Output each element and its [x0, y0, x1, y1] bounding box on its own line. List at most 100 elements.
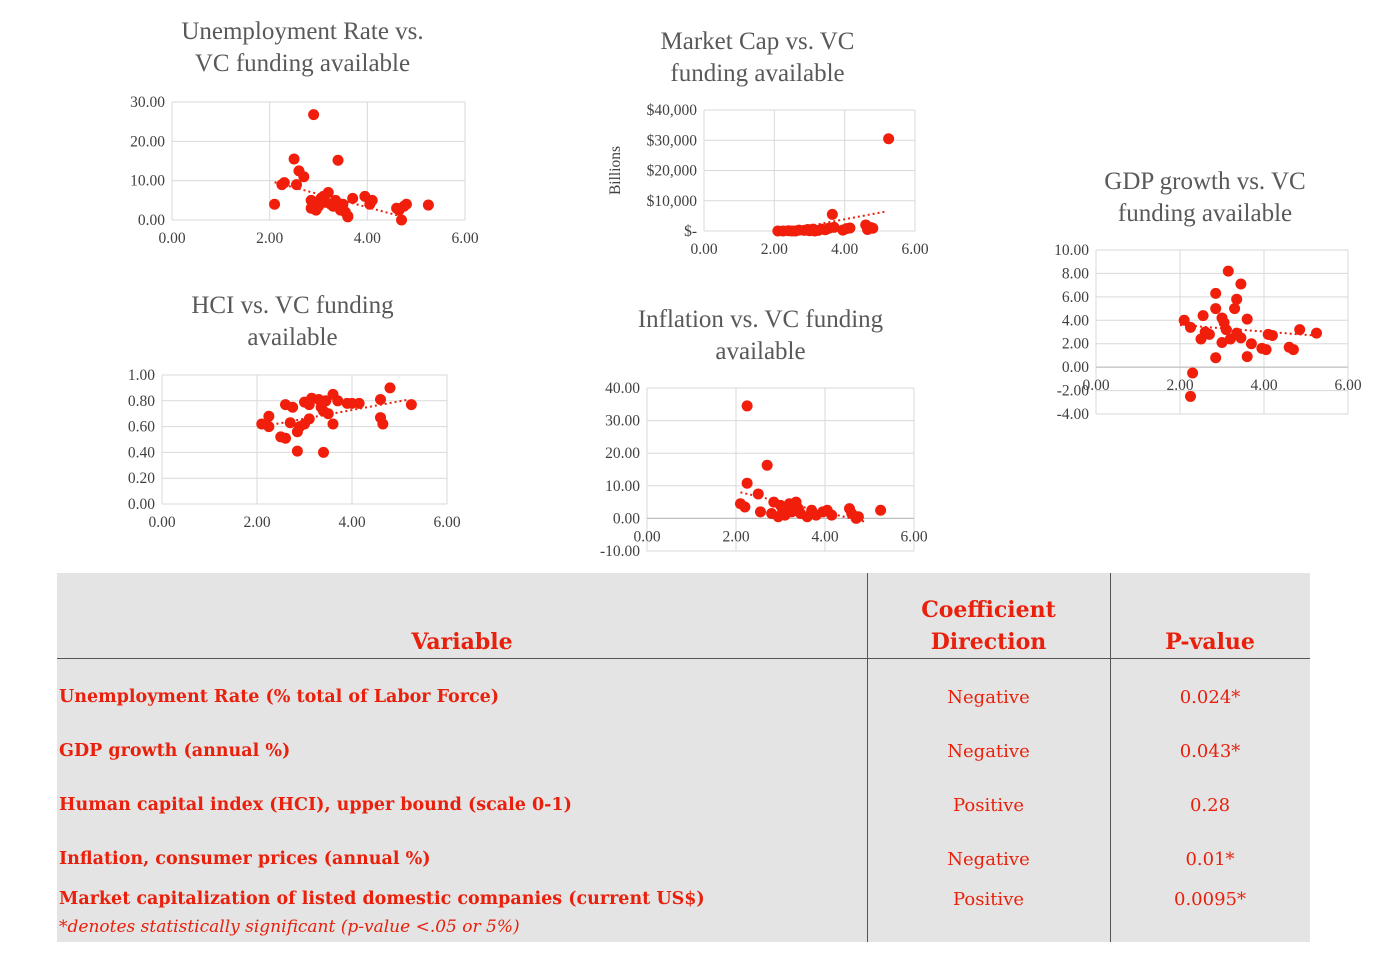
y-tick-label: 1.00	[128, 367, 155, 384]
x-tick-label: 6.00	[900, 528, 927, 545]
data-point	[366, 194, 378, 206]
data-point	[1311, 327, 1322, 339]
x-tick-label: 2.00	[243, 514, 270, 531]
header-divider	[57, 658, 1310, 659]
chart-title: Inflation vs. VC funding available	[637, 306, 884, 365]
data-point	[1241, 313, 1253, 325]
row-variable: Unemployment Rate (% total of Labor Forc…	[59, 687, 500, 707]
x-tick-label: 4.00	[831, 241, 858, 258]
data-point	[332, 395, 344, 407]
data-point	[332, 154, 344, 166]
data-point	[1260, 344, 1272, 356]
y-tick-label: 8.00	[1062, 265, 1089, 282]
x-tick-label: 4.00	[338, 514, 365, 531]
data-point	[347, 192, 359, 204]
data-point	[263, 410, 275, 422]
row-pvalue: 0.0095*	[1174, 889, 1246, 910]
y-tick-label: 0.00	[138, 212, 165, 229]
data-point	[741, 477, 753, 489]
trendline	[774, 210, 888, 234]
data-point	[303, 399, 315, 411]
chart-marketcap: Market Cap vs. VC funding available $- $1…	[585, 24, 955, 274]
data-point	[1178, 314, 1190, 326]
data-point	[322, 186, 334, 198]
data-point	[867, 222, 879, 234]
x-tick-label: 6.00	[433, 514, 460, 531]
data-point	[1185, 321, 1196, 333]
y-tick-label: 0.00	[613, 510, 640, 527]
data-point	[400, 198, 412, 210]
row-variable: Market capitalization of listed domestic…	[59, 889, 705, 909]
row-direction: Positive	[952, 795, 1025, 816]
y-tick-label: 10.00	[130, 173, 165, 190]
x-tick-label: 6.00	[901, 241, 928, 258]
y-tick-label: 6.00	[1062, 289, 1089, 306]
y-tick-label: $20,000	[647, 163, 698, 180]
data-point	[783, 498, 795, 510]
results-table: Variable Coefficient Direction P-value U…	[57, 573, 1310, 942]
y-tick-label: 30.00	[605, 413, 640, 430]
x-tick-label: 4.00	[811, 528, 838, 545]
data-point	[298, 171, 310, 183]
row-pvalue: 0.01*	[1185, 849, 1235, 870]
row-direction: Positive	[952, 889, 1025, 910]
data-point	[269, 198, 281, 210]
y-tick-label: 2.00	[1062, 336, 1089, 353]
y-tick-label: 20.00	[130, 133, 165, 150]
data-point	[739, 501, 751, 513]
data-point	[1294, 324, 1306, 336]
data-point	[405, 399, 417, 411]
row-variable: GDP growth (annual %)	[59, 741, 291, 761]
y-tick-label: $-	[684, 223, 697, 240]
data-point	[313, 198, 324, 210]
y-tick-label: 0.40	[128, 444, 155, 461]
data-point	[291, 445, 303, 457]
chart-plot: $- $10,000 $20,000 $30,000 $40,000 0.00 2.00 4.…	[607, 102, 929, 258]
data-point	[1222, 265, 1234, 277]
data-point	[786, 225, 798, 237]
chart-title: Unemployment Rate vs. VC funding availab…	[181, 18, 424, 77]
x-tick-label: 6.00	[1334, 377, 1361, 394]
chart-plot: 0.00 10.00 20.00 30.00 0.00 2.00 4.00 6.00	[130, 94, 479, 247]
x-tick-label: 0.00	[158, 230, 185, 247]
x-tick-label: 2.00	[761, 241, 788, 258]
data-point	[826, 509, 838, 521]
data-point	[375, 394, 386, 406]
header-variable: Variable	[411, 629, 513, 655]
data-point	[1210, 352, 1222, 364]
data-point	[1235, 278, 1247, 290]
data-point	[1224, 333, 1236, 345]
y-tick-label: 0.80	[128, 393, 155, 410]
data-point	[377, 418, 389, 430]
data-point	[287, 401, 299, 413]
data-point	[1210, 303, 1222, 315]
column-divider	[1110, 573, 1111, 942]
x-tick-label: 0.00	[633, 528, 660, 545]
row-pvalue: 0.043*	[1179, 741, 1241, 762]
chart-title: HCI vs. VC funding available	[191, 292, 394, 351]
data-point	[1231, 293, 1243, 305]
data-point	[1220, 324, 1232, 336]
data-point	[1287, 344, 1299, 356]
y-tick-label: 10.00	[605, 478, 640, 495]
data-point	[276, 179, 288, 191]
data-point	[1195, 333, 1207, 345]
data-point	[1245, 338, 1257, 350]
data-point	[1229, 303, 1241, 315]
data-point	[761, 459, 773, 471]
data-point	[288, 153, 300, 165]
row-variable: Inflation, consumer prices (annual %)	[59, 849, 431, 869]
data-point	[852, 511, 864, 523]
data-point	[291, 179, 303, 191]
chart-title: Market Cap vs. VC funding available	[660, 28, 855, 87]
y-tick-label: 0.00	[128, 496, 155, 513]
data-point	[741, 400, 753, 412]
x-tick-label: 0.00	[1082, 377, 1109, 394]
row-variable: Human capital index (HCI), upper bound (…	[59, 795, 572, 815]
y-tick-label: $10,000	[647, 193, 698, 210]
data-point	[1197, 310, 1209, 322]
chart-unemployment: Unemployment Rate vs. VC funding availab…	[100, 14, 520, 264]
header-pvalue: P-value	[1165, 629, 1255, 655]
